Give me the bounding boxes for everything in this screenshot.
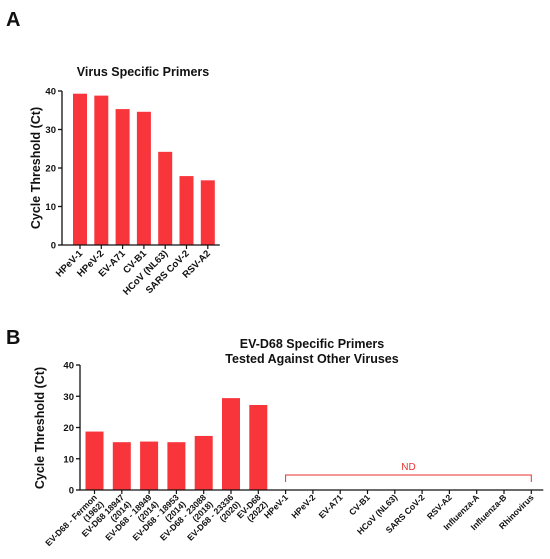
chart-b-x-axis: EV-D68 - Fermon(1962)EV-D68 18947(2014)E…: [43, 489, 544, 548]
chart-a-bar: [115, 109, 130, 245]
chart-a-y-tick-label: 0: [51, 241, 56, 252]
chart-b-bar: [85, 431, 104, 490]
chart-b-y-axis: 0 10 20 30 40: [63, 361, 81, 497]
chart-a-bar: [200, 180, 215, 245]
panel-b-letter: B: [6, 327, 20, 349]
chart-b-category-label-line: HPeV-2: [289, 492, 317, 520]
chart-b-title-line-2: Tested Against Other Viruses: [225, 352, 398, 366]
chart-b-bar: [249, 405, 268, 490]
chart-b-nd-bracket-line: [285, 474, 532, 482]
chart-b-y-tick-label: 0: [69, 486, 74, 497]
chart-a-y-tick-label: 30: [45, 125, 56, 136]
panel-b: B EV-D68 Specific Primers Tested Against…: [6, 327, 544, 548]
chart-b-y-tick-label: 20: [63, 423, 74, 434]
chart-a-y-tick-label: 20: [45, 164, 56, 175]
chart-a-title: Virus Specific Primers: [77, 65, 210, 79]
panel-a-letter: A: [6, 9, 20, 31]
chart-b-bar: [222, 398, 240, 490]
chart-a-y-axis-label: Cycle Threshold (Ct): [29, 107, 43, 229]
chart-b-category-label-line: CV-B1: [347, 492, 372, 517]
chart-a-bar: [94, 95, 109, 246]
chart-b-category-label-line: EV-A71: [317, 492, 345, 520]
chart-a-y-tick-label: 10: [45, 202, 56, 213]
chart-b-nd-bracket: ND: [285, 462, 532, 482]
chart-a-bar: [158, 151, 173, 245]
chart-b-bar: [194, 435, 213, 490]
chart-b-bar: [140, 441, 159, 490]
chart-b-bars: [85, 398, 268, 490]
chart-b-bar: [112, 442, 131, 490]
chart-b-bar: [167, 442, 186, 490]
chart-b-y-axis-label: Cycle Threshold (Ct): [33, 367, 47, 489]
chart-a-bar: [179, 176, 194, 245]
chart-b-category-label: EV-A71: [317, 492, 345, 520]
chart-b-title-line-1: EV-D68 Specific Primers: [240, 337, 385, 351]
chart-a-y-tick-label: 40: [45, 87, 56, 98]
chart-b-y-tick-label: 10: [63, 454, 74, 465]
chart-b-y-tick-label: 30: [63, 392, 74, 403]
chart-a-bar: [73, 93, 87, 245]
chart-b-nd-label: ND: [401, 462, 415, 473]
chart-a-bars: [73, 93, 215, 246]
chart-b-y-tick-label: 40: [63, 361, 74, 372]
panel-a: A Virus Specific Primers Cycle Threshold…: [6, 9, 220, 298]
chart-a-y-axis: 0 10 20 30 40: [45, 87, 63, 252]
chart-a-bar: [136, 111, 151, 245]
chart-b-category-label: HPeV-2: [289, 492, 317, 520]
chart-b-category-label: CV-B1: [347, 492, 372, 517]
